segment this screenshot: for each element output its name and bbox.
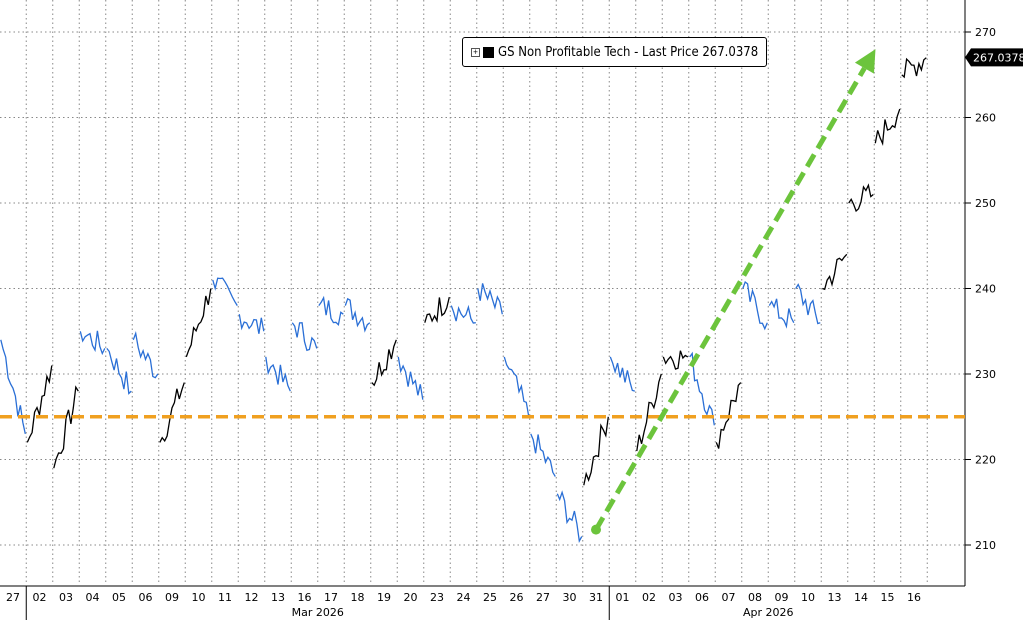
price-line-segment xyxy=(212,277,238,306)
price-line-segment xyxy=(159,382,185,443)
y-tick-label: 240 xyxy=(975,283,996,296)
price-line-segment xyxy=(26,365,53,443)
y-tick-label: 210 xyxy=(975,539,996,552)
price-line-segment xyxy=(397,356,424,400)
price-line-segment xyxy=(874,108,901,147)
price-line-segment xyxy=(530,433,556,477)
month-label: Apr 2026 xyxy=(743,606,794,619)
price-line-segment xyxy=(450,304,476,324)
price-line-segment xyxy=(238,314,265,334)
x-tick-label: 09 xyxy=(775,591,789,604)
x-tick-label: 06 xyxy=(139,591,153,604)
x-tick-label: 15 xyxy=(881,591,895,604)
x-tick-label: 07 xyxy=(722,591,736,604)
x-tick-label: 27 xyxy=(6,591,20,604)
x-tick-label: 14 xyxy=(854,591,868,604)
x-tick-label: 02 xyxy=(642,591,656,604)
x-tick-label: 19 xyxy=(377,591,391,604)
x-tick-label: 10 xyxy=(192,591,206,604)
x-tick-label: 02 xyxy=(33,591,47,604)
x-tick-label: 04 xyxy=(86,591,100,604)
price-line-segment xyxy=(715,382,742,449)
plus-box-icon[interactable]: + xyxy=(471,47,480,57)
x-tick-label: 13 xyxy=(271,591,285,604)
price-line-segment xyxy=(424,296,450,323)
legend-label: GS Non Profitable Tech - Last Price 267.… xyxy=(498,44,759,60)
x-tick-label: 05 xyxy=(112,591,126,604)
y-tick-label: 260 xyxy=(975,112,996,125)
trend-arrow-line xyxy=(593,66,867,531)
y-tick-label: 270 xyxy=(975,26,996,39)
price-line-segment xyxy=(291,322,318,352)
price-line-segment xyxy=(106,347,132,395)
price-line-segment xyxy=(636,373,662,452)
x-tick-label: 18 xyxy=(351,591,365,604)
price-line-segment xyxy=(132,330,159,379)
x-tick-label: 12 xyxy=(245,591,259,604)
x-tick-label: 06 xyxy=(695,591,709,604)
x-tick-label: 10 xyxy=(801,591,815,604)
price-line-segment xyxy=(742,280,768,331)
price-line-segment xyxy=(318,295,344,326)
x-tick-label: 26 xyxy=(510,591,524,604)
price-line-segment xyxy=(344,297,371,333)
y-tick-label: 230 xyxy=(975,368,996,381)
price-line-segment xyxy=(822,253,848,291)
x-tick-label: 20 xyxy=(404,591,418,604)
x-tick-label: 17 xyxy=(324,591,338,604)
price-line-segment xyxy=(0,339,26,435)
x-tick-label: 11 xyxy=(218,591,232,604)
price-line-segment xyxy=(795,283,821,325)
x-tick-label: 30 xyxy=(563,591,577,604)
x-tick-label: 03 xyxy=(59,591,73,604)
price-line-segment xyxy=(477,283,503,315)
last-price-label: 267.0378 xyxy=(973,51,1023,64)
price-line-segment xyxy=(689,351,715,426)
y-tick-label: 250 xyxy=(975,197,996,210)
price-line-segment xyxy=(265,356,291,392)
y-tick-label: 220 xyxy=(975,454,996,467)
x-tick-label: 25 xyxy=(483,591,497,604)
price-line-segment xyxy=(848,183,874,213)
price-line-segment xyxy=(662,350,689,370)
price-line-segment xyxy=(556,490,583,544)
x-tick-label: 03 xyxy=(669,591,683,604)
x-tick-label: 27 xyxy=(536,591,550,604)
price-line-segment xyxy=(53,385,79,469)
month-label: Mar 2026 xyxy=(292,606,344,619)
price-line-segment xyxy=(185,288,212,358)
trend-arrow-head xyxy=(854,49,876,74)
price-line-segment xyxy=(371,339,397,387)
price-line-segment xyxy=(609,356,635,392)
price-line-segment xyxy=(901,57,927,79)
x-tick-label: 16 xyxy=(907,591,921,604)
legend[interactable]: + GS Non Profitable Tech - Last Price 26… xyxy=(462,37,768,67)
x-tick-label: 08 xyxy=(748,591,762,604)
legend-swatch xyxy=(483,46,494,58)
price-line-segment xyxy=(503,356,530,417)
price-line-segment xyxy=(583,416,609,486)
x-tick-label: 09 xyxy=(165,591,179,604)
x-tick-label: 13 xyxy=(828,591,842,604)
x-tick-label: 23 xyxy=(430,591,444,604)
x-tick-label: 01 xyxy=(616,591,630,604)
price-line-segment xyxy=(768,298,795,329)
price-line-segment xyxy=(79,330,106,356)
x-tick-label: 24 xyxy=(457,591,471,604)
x-tick-label: 31 xyxy=(589,591,603,604)
last-price-tag xyxy=(965,48,1023,67)
x-tick-label: 16 xyxy=(298,591,312,604)
